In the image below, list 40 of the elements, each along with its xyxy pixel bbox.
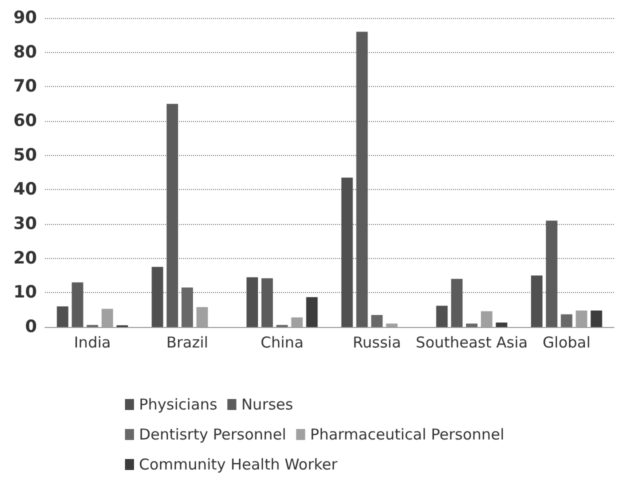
- bar: [246, 277, 258, 327]
- bar: [560, 314, 572, 327]
- legend-label: Community Health Worker: [139, 456, 338, 474]
- bar: [56, 306, 68, 327]
- bar: [356, 32, 368, 327]
- bar: [306, 297, 318, 327]
- bar: [261, 278, 273, 327]
- x-tick-label: Brazil: [166, 334, 208, 352]
- y-tick-label: 60: [13, 111, 38, 131]
- x-tick-label: China: [260, 334, 304, 352]
- bar: [451, 278, 463, 327]
- y-tick-label: 90: [13, 8, 38, 28]
- bar: [436, 306, 448, 327]
- y-tick-label: 70: [13, 76, 38, 97]
- y-tick-label: 10: [13, 282, 38, 303]
- bar: [466, 324, 478, 327]
- bar: [152, 266, 164, 327]
- bar: [546, 220, 558, 327]
- bar: [166, 104, 178, 327]
- y-tick-label: 0: [25, 317, 38, 337]
- x-tick-label: India: [74, 334, 111, 352]
- y-tick-label: 50: [13, 145, 38, 166]
- bar: [496, 322, 508, 327]
- bar: [371, 314, 383, 327]
- x-tick-label: Global: [542, 334, 591, 352]
- y-tick-label: 80: [13, 42, 38, 62]
- bar: [182, 288, 193, 327]
- bar: [531, 276, 542, 327]
- legend-label: Physicians: [139, 396, 218, 414]
- legend-label: Nurses: [241, 396, 294, 414]
- y-tick-label: 30: [13, 214, 38, 234]
- bar: [72, 282, 84, 327]
- x-tick-label: Russia: [352, 334, 402, 352]
- legend-label: Dentisrty Personnel: [139, 426, 286, 444]
- y-tick-label: 40: [13, 180, 38, 200]
- bar: [341, 178, 353, 327]
- bar: [590, 310, 602, 327]
- y-tick-label: 20: [13, 248, 38, 268]
- legend-label: Pharmaceutical Personnel: [310, 426, 504, 444]
- x-tick-label: Southeast Asia: [416, 334, 528, 352]
